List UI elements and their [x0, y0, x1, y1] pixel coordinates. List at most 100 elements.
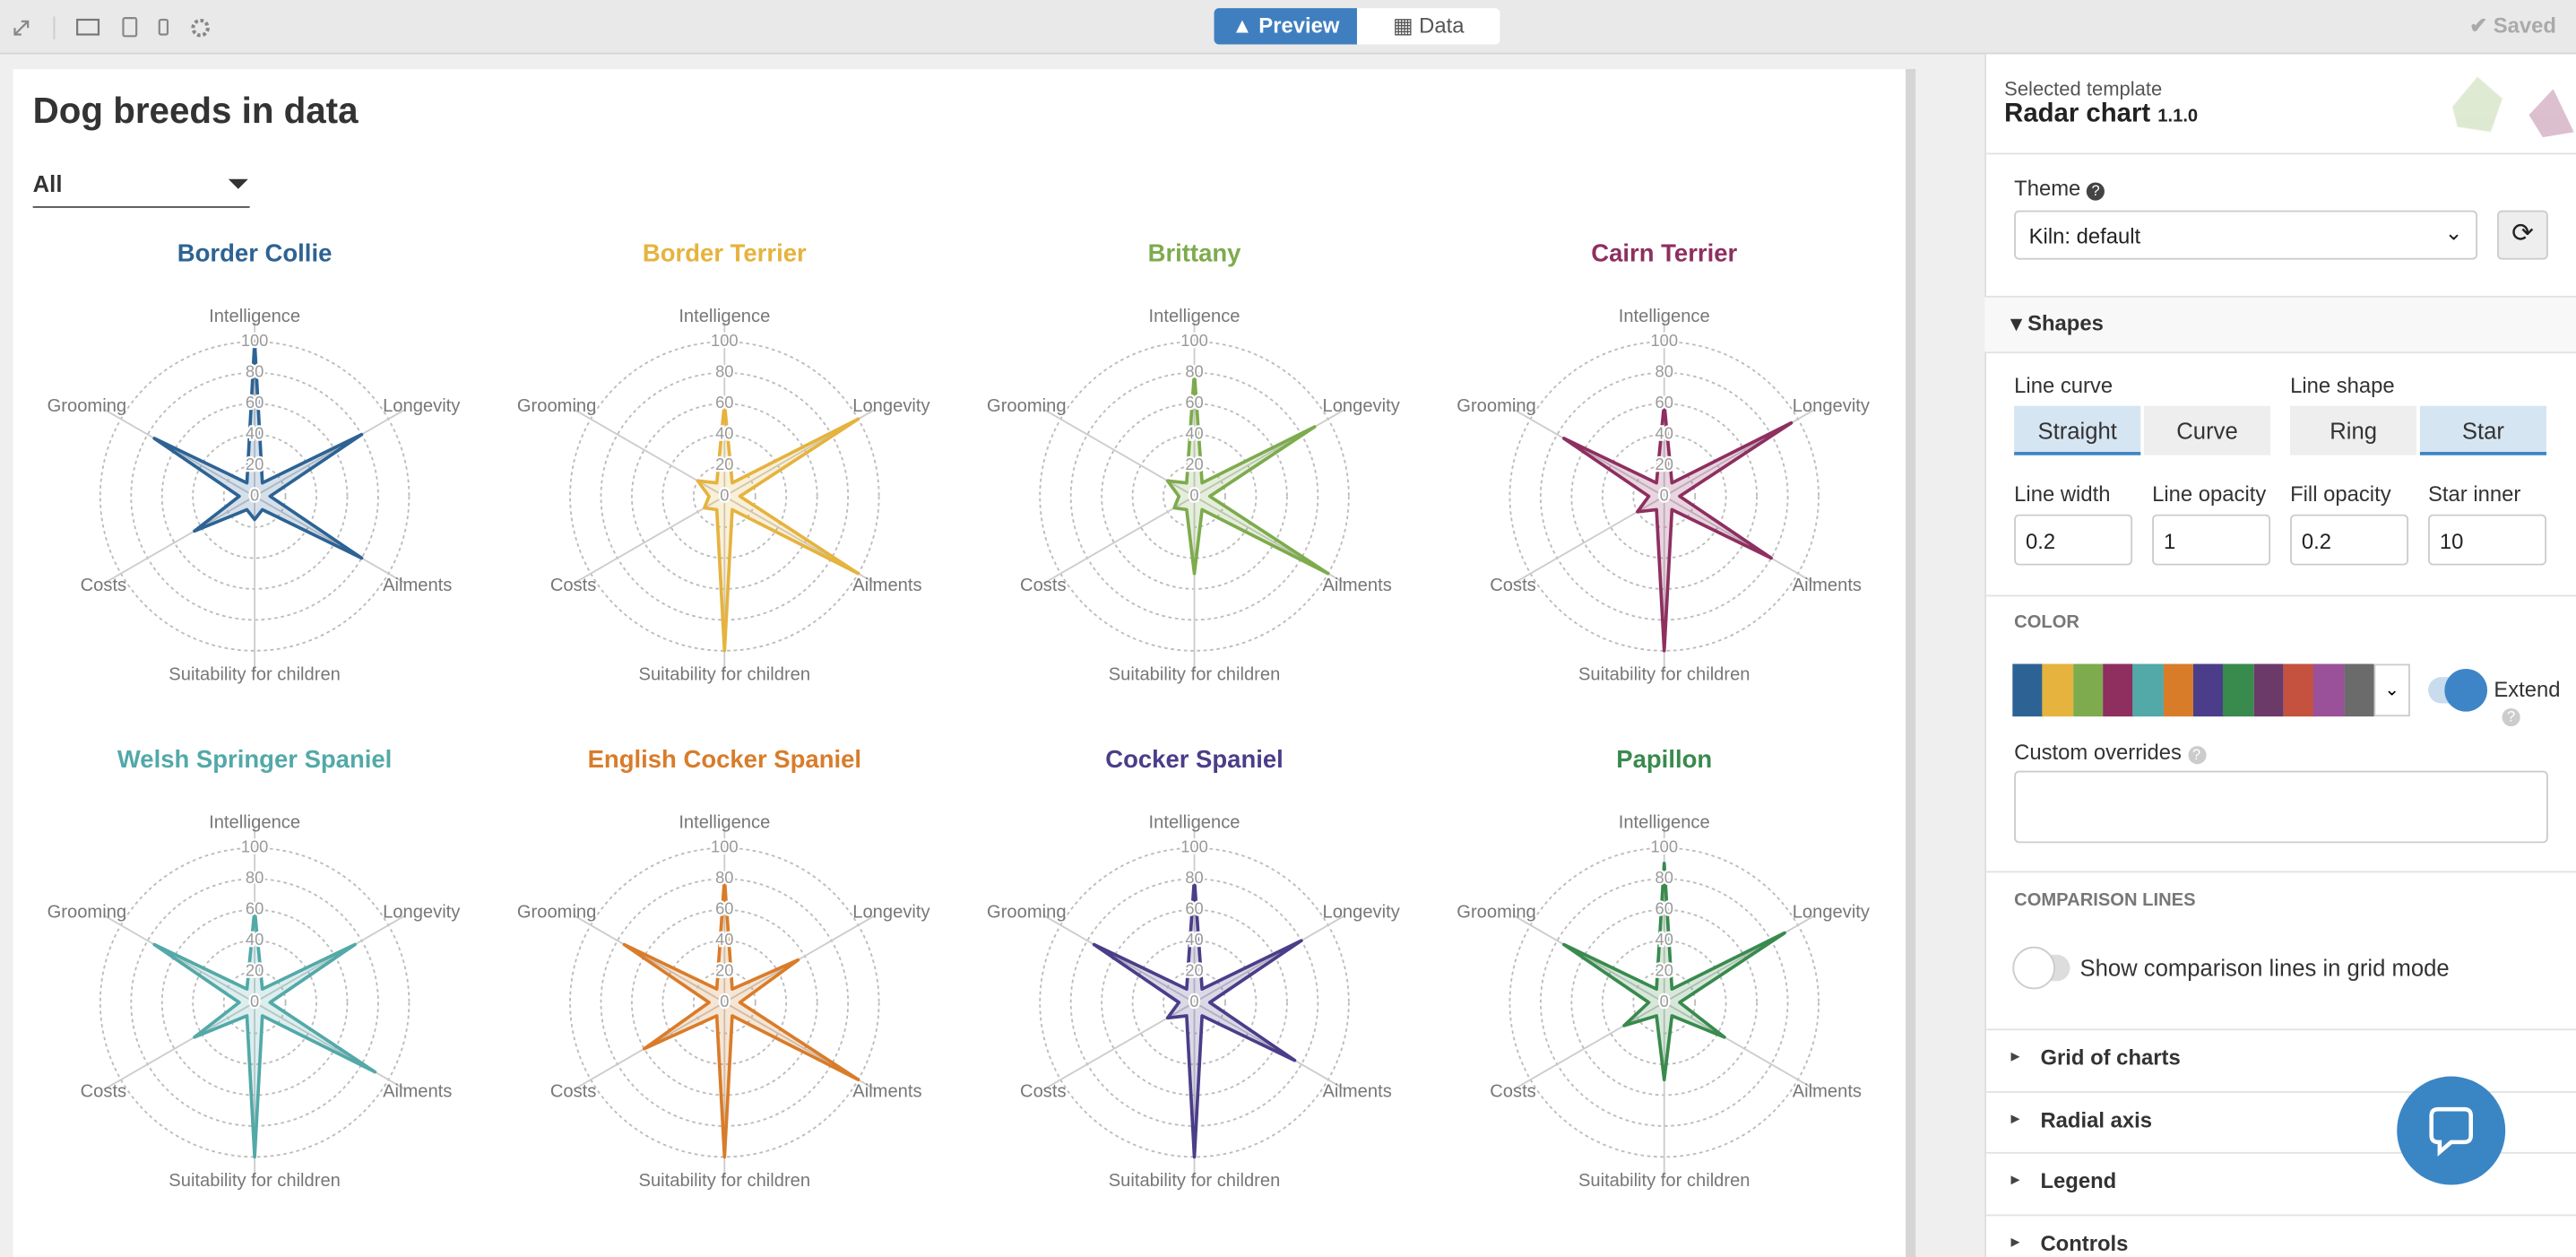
comparison-label: COMPARISON LINES — [2014, 890, 2196, 911]
radial-tick-label: 40 — [1655, 930, 1673, 949]
palette-swatch[interactable] — [2072, 663, 2105, 717]
tablet-icon[interactable] — [122, 17, 138, 38]
chat-icon — [2429, 1106, 2473, 1157]
radar-star — [1561, 402, 1794, 653]
section-arrow[interactable]: ▸ — [2010, 1231, 2020, 1252]
template-name: Radar chart — [2004, 100, 2151, 128]
axis-line — [1194, 408, 1346, 498]
theme-select[interactable]: Kiln: default ⌄ — [2014, 210, 2478, 260]
axis-label: Intelligence — [1149, 813, 1240, 833]
section-header[interactable] — [1984, 1151, 2576, 1213]
radial-tick-label: 60 — [715, 899, 733, 918]
palette-swatch[interactable] — [2012, 663, 2044, 717]
chart-subtitle: Border Collie — [177, 238, 333, 266]
axis-label: Grooming — [517, 903, 597, 923]
section-header[interactable] — [1984, 295, 2576, 354]
palette-swatch[interactable] — [2343, 663, 2375, 717]
data-tab[interactable]: ▦ Data — [1356, 8, 1500, 45]
chat-button[interactable] — [2397, 1076, 2506, 1185]
radar-star — [622, 877, 860, 1159]
section-title[interactable]: Radial axis — [2040, 1106, 2152, 1131]
chart-grid: Dog breeds in data All Border Collie Inte… — [32, 90, 1871, 1191]
settings-icon[interactable] — [191, 18, 210, 38]
palette-dropdown[interactable]: ⌄ — [2373, 663, 2410, 717]
section-arrow[interactable]: ▸ — [2010, 1170, 2020, 1191]
radial-tick-label: 80 — [1185, 362, 1203, 381]
phone-icon[interactable] — [158, 18, 169, 36]
preview-tab[interactable]: ▲ Preview — [1214, 8, 1357, 45]
radial-tick-label: 40 — [1185, 930, 1203, 949]
axis-line — [254, 408, 406, 498]
divider — [1984, 594, 2576, 597]
refresh-button[interactable]: ⟳ — [2497, 210, 2548, 260]
toggle-option[interactable]: Straight — [2014, 405, 2141, 455]
section-header[interactable] — [1984, 1090, 2576, 1151]
chart-subtitle: Welsh Springer Spaniel — [117, 745, 392, 773]
axis-label: Longevity — [1793, 903, 1871, 923]
axis-line — [1513, 1001, 1665, 1091]
radial-tick-label: 20 — [715, 455, 733, 473]
section-title[interactable]: ▾ Shapes — [2010, 310, 2104, 335]
axis-line — [1664, 915, 1816, 1003]
toggle-option[interactable]: Ring — [2290, 405, 2417, 455]
section-header[interactable] — [1984, 1028, 2576, 1089]
axis-line — [103, 495, 255, 585]
palette-swatch[interactable] — [2283, 663, 2315, 717]
section-title[interactable]: Grid of charts — [2040, 1045, 2181, 1071]
filter-arrow[interactable] — [228, 178, 248, 189]
axis-label: Grooming — [48, 903, 127, 923]
toggle-option[interactable]: Curve — [2143, 405, 2271, 455]
palette-swatch[interactable] — [2313, 663, 2345, 717]
section-title[interactable]: Legend — [2040, 1168, 2117, 1193]
radial-tick-label: 20 — [715, 960, 733, 979]
palette-swatch[interactable] — [2163, 663, 2194, 717]
palette-swatch[interactable] — [2132, 663, 2165, 717]
axis-label: Ailments — [383, 1081, 452, 1101]
radial-tick-label: 20 — [246, 455, 264, 473]
field-input[interactable]: 0.2 — [2014, 514, 2133, 566]
section-arrow[interactable]: ▸ — [2010, 1108, 2020, 1129]
extend-label: Extend — [2494, 677, 2561, 702]
radial-tick-label: 20 — [1185, 455, 1203, 473]
field-label: Line width — [2014, 481, 2111, 507]
grid-ring — [99, 846, 411, 1158]
axis-label: Costs — [1020, 1081, 1067, 1101]
palette-swatch[interactable] — [2223, 663, 2255, 717]
theme-value: Kiln: default — [2028, 223, 2141, 248]
axis-label: Suitability for children — [1578, 665, 1750, 685]
help-icon[interactable]: ? — [2502, 707, 2520, 727]
chart-subtitle: Border Terrier — [643, 238, 807, 266]
radial-tick-label: 40 — [1655, 423, 1673, 442]
radial-tick-label: 40 — [715, 930, 733, 949]
axis-label: Ailments — [852, 576, 921, 595]
palette-swatch[interactable] — [2192, 663, 2225, 717]
section-arrow[interactable]: ▸ — [2010, 1046, 2020, 1067]
filter-value[interactable]: All — [33, 172, 63, 197]
grid-ring — [569, 846, 880, 1158]
custom-overrides-text: Custom overrides — [2014, 739, 2182, 765]
field-input[interactable]: 0.2 — [2290, 514, 2409, 566]
axis-line — [254, 1001, 406, 1091]
custom-overrides-input[interactable] — [2014, 770, 2548, 844]
expand-icon[interactable] — [13, 20, 30, 36]
palette-swatch[interactable] — [2042, 663, 2074, 717]
section-header[interactable] — [1984, 1213, 2576, 1257]
radial-tick-label: 80 — [246, 362, 264, 381]
section-title[interactable]: Controls — [2040, 1229, 2129, 1255]
chart-subtitle: Cocker Spaniel — [1105, 745, 1284, 773]
field-input[interactable]: 1 — [2152, 514, 2271, 566]
radial-tick-label: 60 — [715, 393, 733, 412]
radial-tick-label: 0 — [250, 485, 259, 504]
toggle-option[interactable]: Star — [2419, 405, 2547, 455]
radial-tick-label: 80 — [715, 362, 733, 381]
axis-label: Ailments — [1322, 1081, 1391, 1101]
axis-line — [1664, 495, 1816, 585]
palette-swatch[interactable] — [2103, 663, 2134, 717]
field-input[interactable]: 10 — [2428, 514, 2547, 566]
divider — [1984, 152, 2576, 155]
radial-tick-label: 0 — [1189, 992, 1198, 1010]
radar-star — [152, 340, 364, 560]
palette-swatch[interactable] — [2253, 663, 2285, 717]
desktop-icon[interactable] — [76, 18, 100, 36]
axis-label: Longevity — [383, 396, 461, 416]
